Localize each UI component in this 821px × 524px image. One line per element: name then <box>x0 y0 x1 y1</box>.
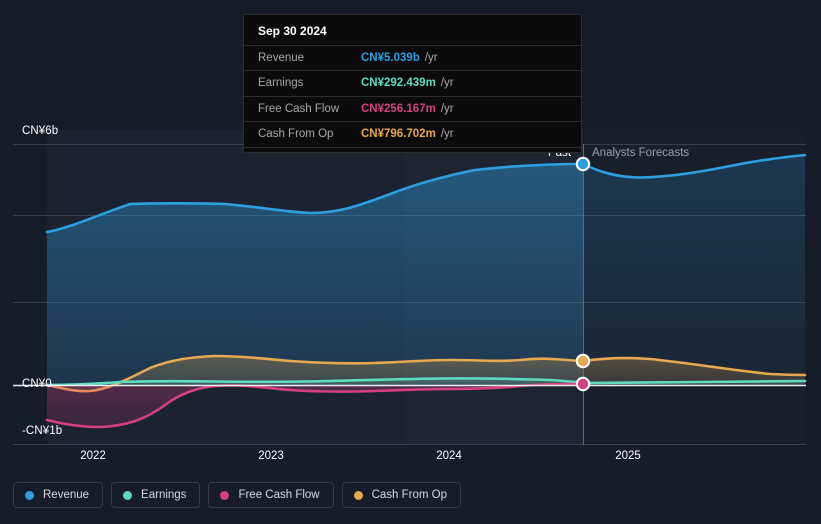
tooltip-unit-free-cash-flow: /yr <box>440 102 454 115</box>
tooltip-label-revenue: Revenue <box>258 52 305 64</box>
tooltip-row-cash-from-op: Cash From Op CN¥796.702m /yr <box>244 121 581 148</box>
legend-item-free-cash-flow[interactable]: Free Cash Flow <box>208 482 334 508</box>
legend-label-cash-from-op: Cash From Op <box>371 489 448 501</box>
tooltip-value-cash-from-op: CN¥796.702m <box>361 128 436 141</box>
chart-legend: Revenue Earnings Free Cash Flow Cash Fro… <box>13 482 462 508</box>
legend-label-revenue: Revenue <box>43 489 90 501</box>
legend-item-cash-from-op[interactable]: Cash From Op <box>341 482 462 508</box>
revenue-color-dot-icon <box>25 490 34 500</box>
legend-label-earnings: Earnings <box>141 489 187 501</box>
y-axis-label-top: CN¥6b <box>22 125 59 137</box>
tooltip-unit-earnings: /yr <box>440 77 454 90</box>
x-axis-label-2023: 2023 <box>258 450 284 462</box>
cash-from-op-line <box>45 354 807 393</box>
tooltip-unit-cash-from-op: /yr <box>440 128 454 141</box>
chart-plot-area <box>13 130 807 445</box>
free-cash-flow-color-dot-icon <box>220 490 230 500</box>
tooltip-value-revenue: CN¥5.039b <box>361 52 420 64</box>
earnings-line <box>45 377 807 387</box>
tooltip-row-free-cash-flow: Free Cash Flow CN¥256.167m /yr <box>244 95 581 121</box>
earnings-color-dot-icon <box>123 490 133 500</box>
tooltip-unit-revenue: /yr <box>424 52 438 64</box>
tooltip-row-earnings: Earnings CN¥292.439m /yr <box>244 70 581 95</box>
tooltip-label-cash-from-op: Cash From Op <box>258 128 334 141</box>
cash-from-op-color-dot-icon <box>353 490 363 500</box>
revenue-line-past <box>45 162 585 234</box>
cash-from-op-marker <box>575 353 591 369</box>
x-axis-label-2022: 2022 <box>80 450 106 462</box>
y-axis-label-zero: CN¥0 <box>22 378 52 390</box>
x-axis-label-2024: 2024 <box>436 450 462 462</box>
tooltip-label-earnings: Earnings <box>258 77 304 90</box>
legend-label-free-cash-flow: Free Cash Flow <box>238 489 320 501</box>
tooltip-value-free-cash-flow: CN¥256.167m <box>361 102 436 115</box>
tooltip-row-revenue: Revenue CN¥5.039b /yr <box>244 45 581 70</box>
free-cash-flow-marker <box>575 376 591 392</box>
chart-tooltip: Sep 30 2024 Revenue CN¥5.039b /yr Earnin… <box>243 14 582 153</box>
y-axis-label-negative: -CN¥1b <box>22 425 63 437</box>
revenue-line-forecast <box>581 153 807 179</box>
tooltip-label-free-cash-flow: Free Cash Flow <box>258 102 340 115</box>
legend-item-revenue[interactable]: Revenue <box>13 482 104 508</box>
tooltip-value-earnings: CN¥292.439m <box>361 77 436 90</box>
free-cash-flow-line <box>45 382 585 429</box>
tooltip-date: Sep 30 2024 <box>258 24 327 38</box>
revenue-area-past <box>47 164 583 385</box>
revenue-area-forecast <box>583 155 805 385</box>
legend-item-earnings[interactable]: Earnings <box>111 482 201 508</box>
x-axis-label-2025: 2025 <box>615 450 641 462</box>
revenue-marker <box>575 156 591 172</box>
forecast-region-label: Analysts Forecasts <box>592 147 690 159</box>
